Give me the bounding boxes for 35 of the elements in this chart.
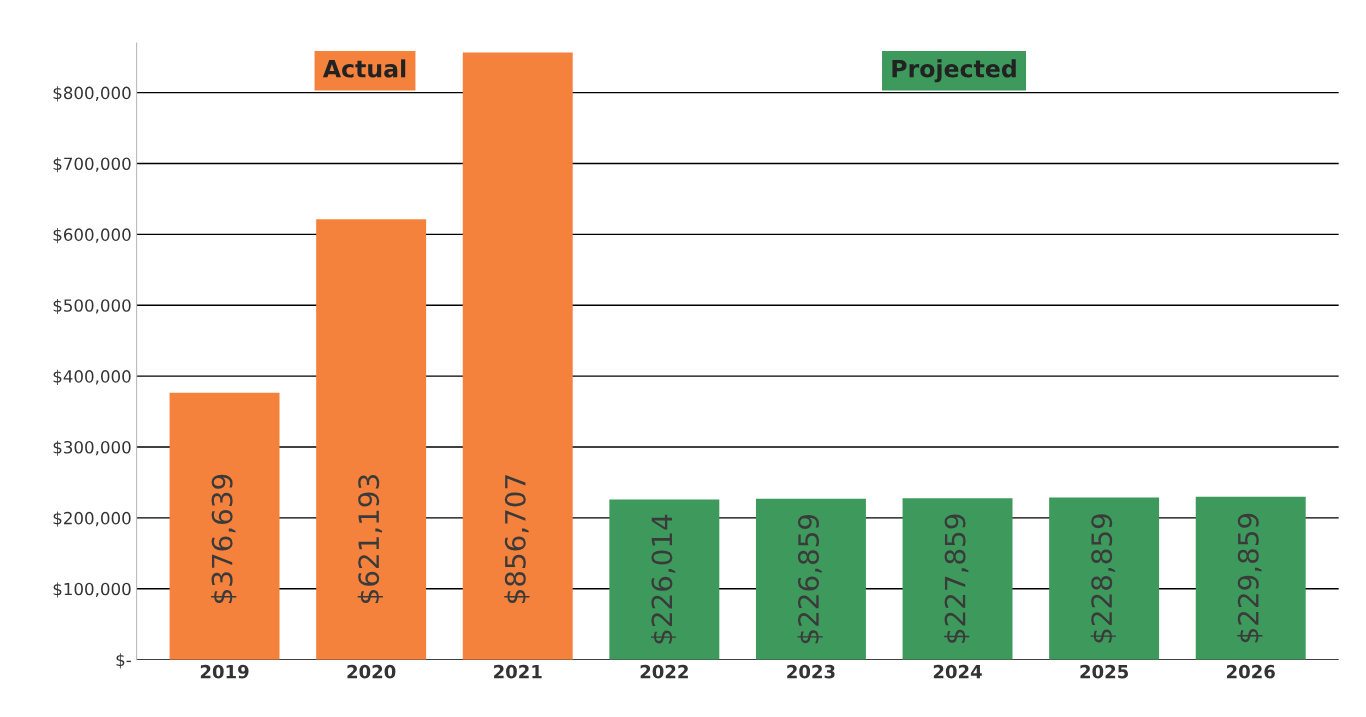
data-label: $226,859 [797, 514, 823, 644]
x-tick-label: 2021 [494, 664, 542, 679]
x-tick-label: 2023 [787, 664, 835, 679]
x-tick-label: 2026 [1227, 664, 1275, 679]
y-tick-label: $800,000 [53, 86, 131, 102]
data-label: $376,639 [211, 474, 237, 604]
bar [755, 498, 866, 660]
y-tick-label: $- [116, 653, 131, 669]
annotation: Projected [892, 59, 1016, 83]
bar [609, 499, 720, 660]
bar [1195, 496, 1306, 660]
y-tick-label: $500,000 [53, 298, 131, 315]
bar [462, 52, 573, 660]
y-tick-label: $300,000 [53, 440, 131, 456]
data-label: $621,193 [357, 475, 383, 604]
bar [902, 498, 1013, 660]
x-tick-label: 2025 [1080, 664, 1128, 679]
y-tick-label: $400,000 [53, 369, 131, 385]
x-tick-label: 2019 [200, 664, 249, 679]
x-tick-label: 2024 [933, 664, 982, 679]
data-label: $229,859 [1237, 513, 1263, 643]
x-tick-label: 2022 [640, 664, 688, 679]
x-tick-label: 2020 [347, 664, 396, 679]
data-label: $226,014 [650, 514, 677, 644]
y-tick-label: $100,000 [53, 582, 131, 598]
y-tick-label: $700,000 [53, 157, 131, 173]
bar [169, 392, 280, 660]
y-tick-label: $600,000 [53, 228, 131, 244]
data-label: $227,859 [944, 514, 970, 643]
bar [316, 219, 427, 660]
data-label: $228,859 [1090, 514, 1116, 643]
annotation: Actual [322, 59, 406, 78]
y-tick-label: $200,000 [53, 511, 131, 527]
bar [1049, 497, 1160, 660]
data-label: $856,707 [504, 475, 530, 604]
